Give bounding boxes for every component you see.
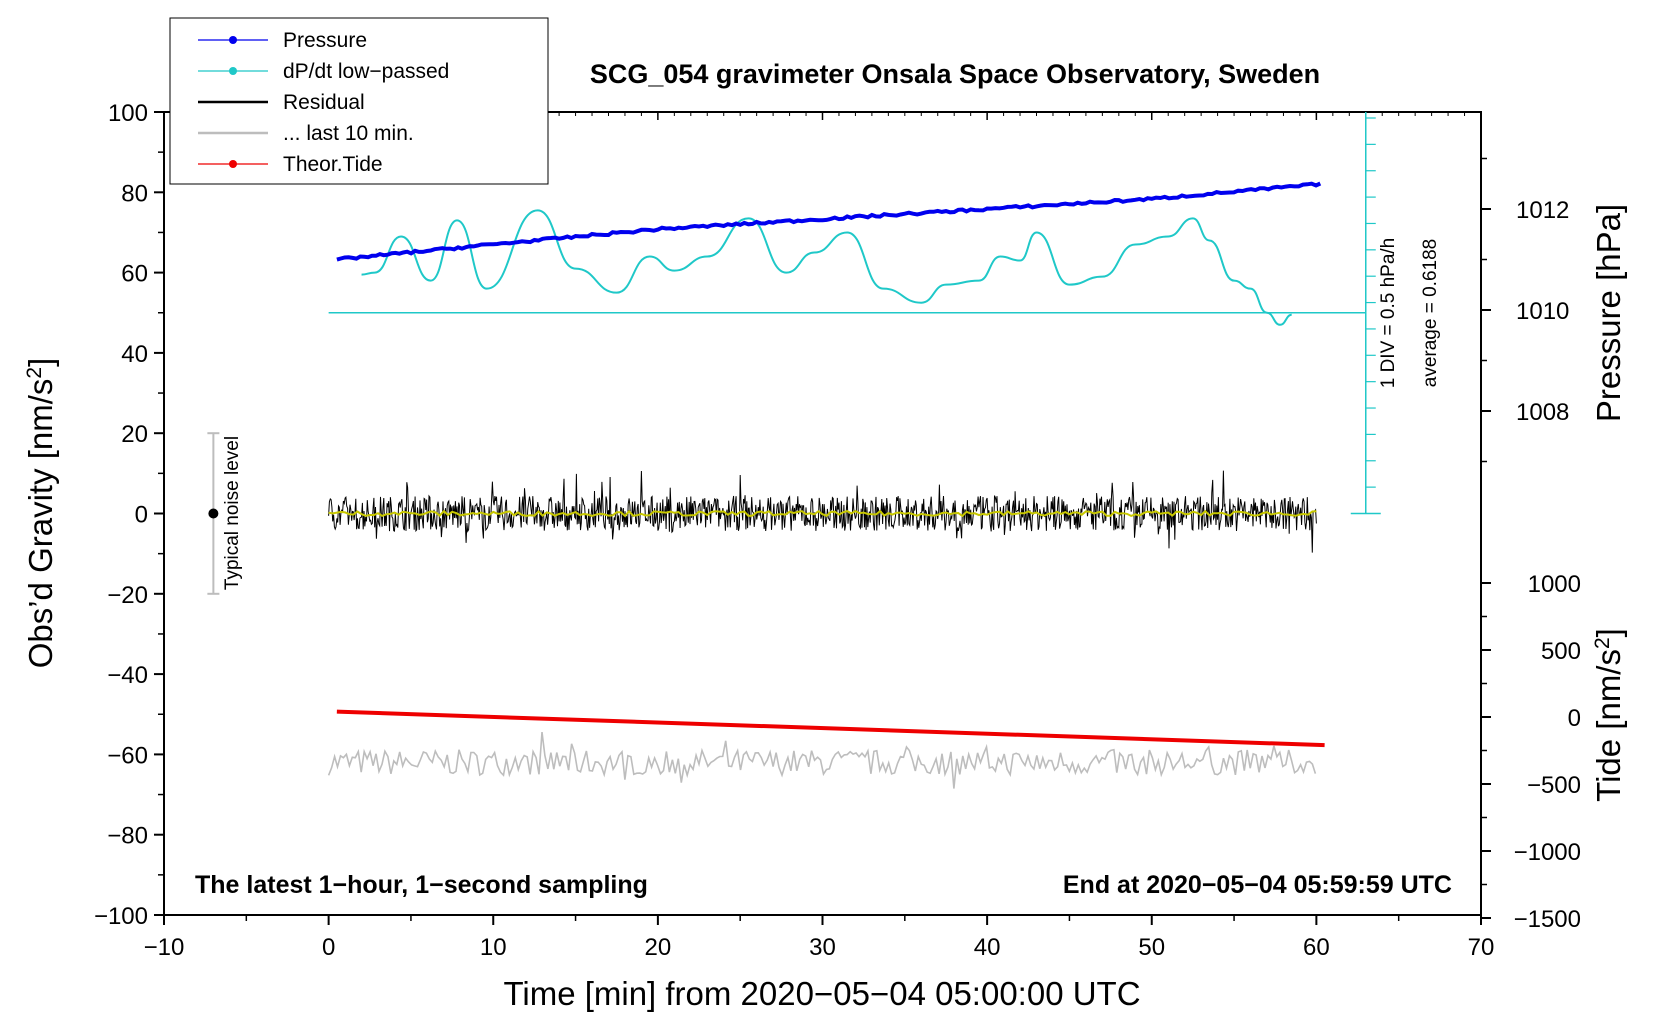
y-axis-title-pressure: Pressure [hPa] bbox=[1590, 204, 1627, 422]
tide-tick-label: 500 bbox=[1541, 638, 1581, 665]
y-tick-label: 40 bbox=[121, 341, 148, 368]
legend-label-residual: Residual bbox=[283, 91, 365, 114]
y-tick-label: −20 bbox=[107, 582, 148, 609]
tide-tick-label: 1000 bbox=[1528, 571, 1581, 598]
dpdt-scale bbox=[1350, 112, 1381, 515]
noise-bar bbox=[207, 432, 220, 595]
noise-bar-center bbox=[208, 508, 219, 519]
pressure-axis: 1012 1010 1008 bbox=[1481, 157, 1569, 463]
y-axis-left: 100 80 60 40 20 0 −20 −40 −60 −80 −100 bbox=[94, 100, 164, 930]
legend-label-tide: Theor.Tide bbox=[283, 153, 383, 176]
note-right: End at 2020−05−04 05:59:59 UTC bbox=[1063, 871, 1452, 899]
pressure-tick-label: 1008 bbox=[1516, 399, 1569, 426]
x-tick-label: 50 bbox=[1138, 934, 1165, 961]
x-tick-label: 10 bbox=[480, 934, 507, 961]
y-tick-label: −40 bbox=[107, 662, 148, 689]
x-axis-title: Time [min] from 2020−05−04 05:00:00 UTC bbox=[503, 975, 1140, 1012]
y-tick-label: 20 bbox=[121, 421, 148, 448]
pressure-tick-label: 1012 bbox=[1516, 197, 1569, 224]
y-axis-title-tide: Tide [nm/s2] bbox=[1590, 628, 1627, 802]
legend-label-pressure: Pressure bbox=[283, 29, 367, 52]
x-tick-label: 70 bbox=[1468, 934, 1495, 961]
series-last-10-min bbox=[327, 732, 1317, 789]
tide-tick-label: −1000 bbox=[1514, 839, 1581, 866]
x-tick-label: 40 bbox=[974, 934, 1001, 961]
series-theor-tide bbox=[336, 709, 1325, 748]
chart-title: SCG_054 gravimeter Onsala Space Observat… bbox=[590, 59, 1320, 89]
dpdt-average-label: average = 0.6188 bbox=[1420, 239, 1441, 387]
legend: Pressure dP/dt low−passed Residual ... last… bbox=[169, 17, 549, 185]
dpdt-scale-label: 1 DIV = 0.5 hPa/h bbox=[1378, 238, 1399, 389]
note-left: The latest 1−hour, 1−second sampling bbox=[195, 871, 648, 899]
series-residual-smoothed bbox=[328, 509, 1317, 518]
x-tick-label: 30 bbox=[809, 934, 836, 961]
x-tick-label: 20 bbox=[645, 934, 672, 961]
series-layer bbox=[327, 181, 1366, 789]
y-tick-label: 80 bbox=[121, 180, 148, 207]
legend-marker-tide bbox=[229, 160, 237, 168]
y-tick-label: −60 bbox=[107, 742, 148, 769]
series-residual bbox=[328, 470, 1317, 553]
tide-axis: 1000 500 0 −500 −1000 −1500 bbox=[1481, 571, 1581, 933]
y-tick-label: 0 bbox=[135, 502, 148, 529]
y-tick-label: −80 bbox=[107, 823, 148, 850]
legend-label-dpdt: dP/dt low−passed bbox=[283, 60, 449, 83]
legend-marker-pressure bbox=[229, 36, 237, 44]
series-pressure bbox=[336, 181, 1322, 262]
tide-tick-label: 0 bbox=[1568, 705, 1581, 732]
series-dpdt bbox=[361, 209, 1292, 326]
x-axis: −10 0 10 20 30 40 50 60 70 bbox=[144, 112, 1495, 961]
legend-label-last10: ... last 10 min. bbox=[283, 122, 414, 145]
y-tick-label: 100 bbox=[108, 100, 148, 127]
noise-bar-label: Typical noise level bbox=[222, 436, 243, 590]
y-axis-title-left: Obs’d Gravity [nm/s2] bbox=[22, 358, 59, 669]
legend-marker-dpdt bbox=[229, 67, 237, 75]
y-tick-label: 60 bbox=[121, 261, 148, 288]
tide-tick-label: −1500 bbox=[1514, 906, 1581, 933]
tide-tick-label: −500 bbox=[1527, 772, 1581, 799]
y-tick-label: −100 bbox=[94, 903, 148, 930]
x-tick-label: 60 bbox=[1303, 934, 1330, 961]
x-tick-label: −10 bbox=[144, 934, 185, 961]
pressure-tick-label: 1010 bbox=[1516, 298, 1569, 325]
x-tick-label: 0 bbox=[322, 934, 335, 961]
